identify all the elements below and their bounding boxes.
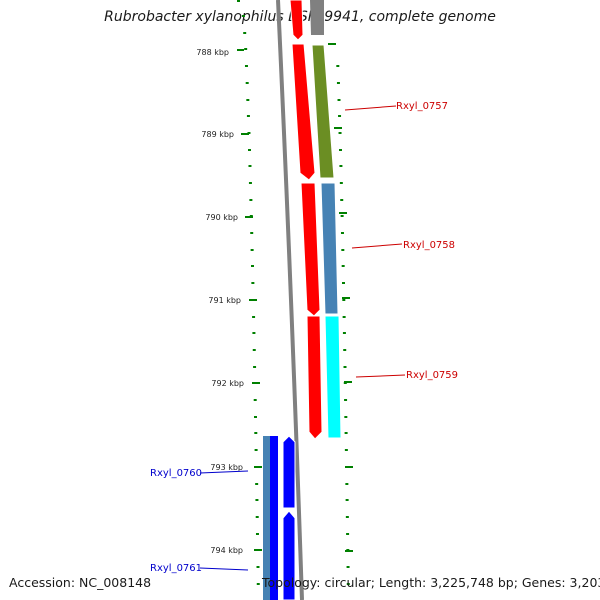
- gene-label-0761: Rxyl_0761: [150, 563, 202, 574]
- tick-label-792: 792 kbp: [211, 379, 244, 388]
- gene-label-0758: Rxyl_0758: [403, 240, 455, 251]
- feature-block-0757: [311, 44, 335, 179]
- scale-major-ticks: 788 kbp 789 kbp 790 kbp 791 kbp 792 kbp …: [196, 48, 353, 555]
- gene-label-0759: Rxyl_0759: [406, 370, 458, 381]
- tick-label-790: 790 kbp: [205, 213, 238, 222]
- label-leader-0757: [344, 105, 397, 111]
- label-leader-0759: [355, 374, 406, 378]
- cds-arrow-0761: [282, 510, 296, 600]
- cds-arrow-0760: [282, 435, 296, 509]
- feature-block-0759: [324, 315, 342, 439]
- feature-block-0760: [270, 436, 278, 600]
- tick-label-789: 789 kbp: [201, 130, 234, 139]
- accession-text: Accession: NC_008148: [9, 575, 152, 590]
- tick-label-793: 793 kbp: [210, 463, 243, 472]
- label-leader-0761: [199, 567, 249, 571]
- feature-block-0760-light: [263, 436, 270, 600]
- gene-label-0757: Rxyl_0757: [396, 101, 448, 112]
- gene-label-0760: Rxyl_0760: [150, 468, 202, 479]
- cds-arrow-upper: [289, 0, 304, 41]
- backbone-top-gray-block: [310, 0, 324, 35]
- genome-summary-text: Topology: circular; Length: 3,225,748 bp…: [262, 575, 600, 590]
- genome-backbone: [276, 0, 304, 600]
- feature-block-0758: [320, 182, 339, 315]
- tick-label-791: 791 kbp: [208, 296, 241, 305]
- tick-label-794: 794 kbp: [210, 546, 243, 555]
- cds-arrow-0757: [291, 43, 316, 181]
- cds-arrow-0759: [306, 315, 323, 440]
- label-leader-0760: [199, 470, 249, 474]
- tick-label-788: 788 kbp: [196, 48, 229, 57]
- cds-arrow-0758: [300, 182, 321, 317]
- label-leader-0758: [351, 243, 403, 249]
